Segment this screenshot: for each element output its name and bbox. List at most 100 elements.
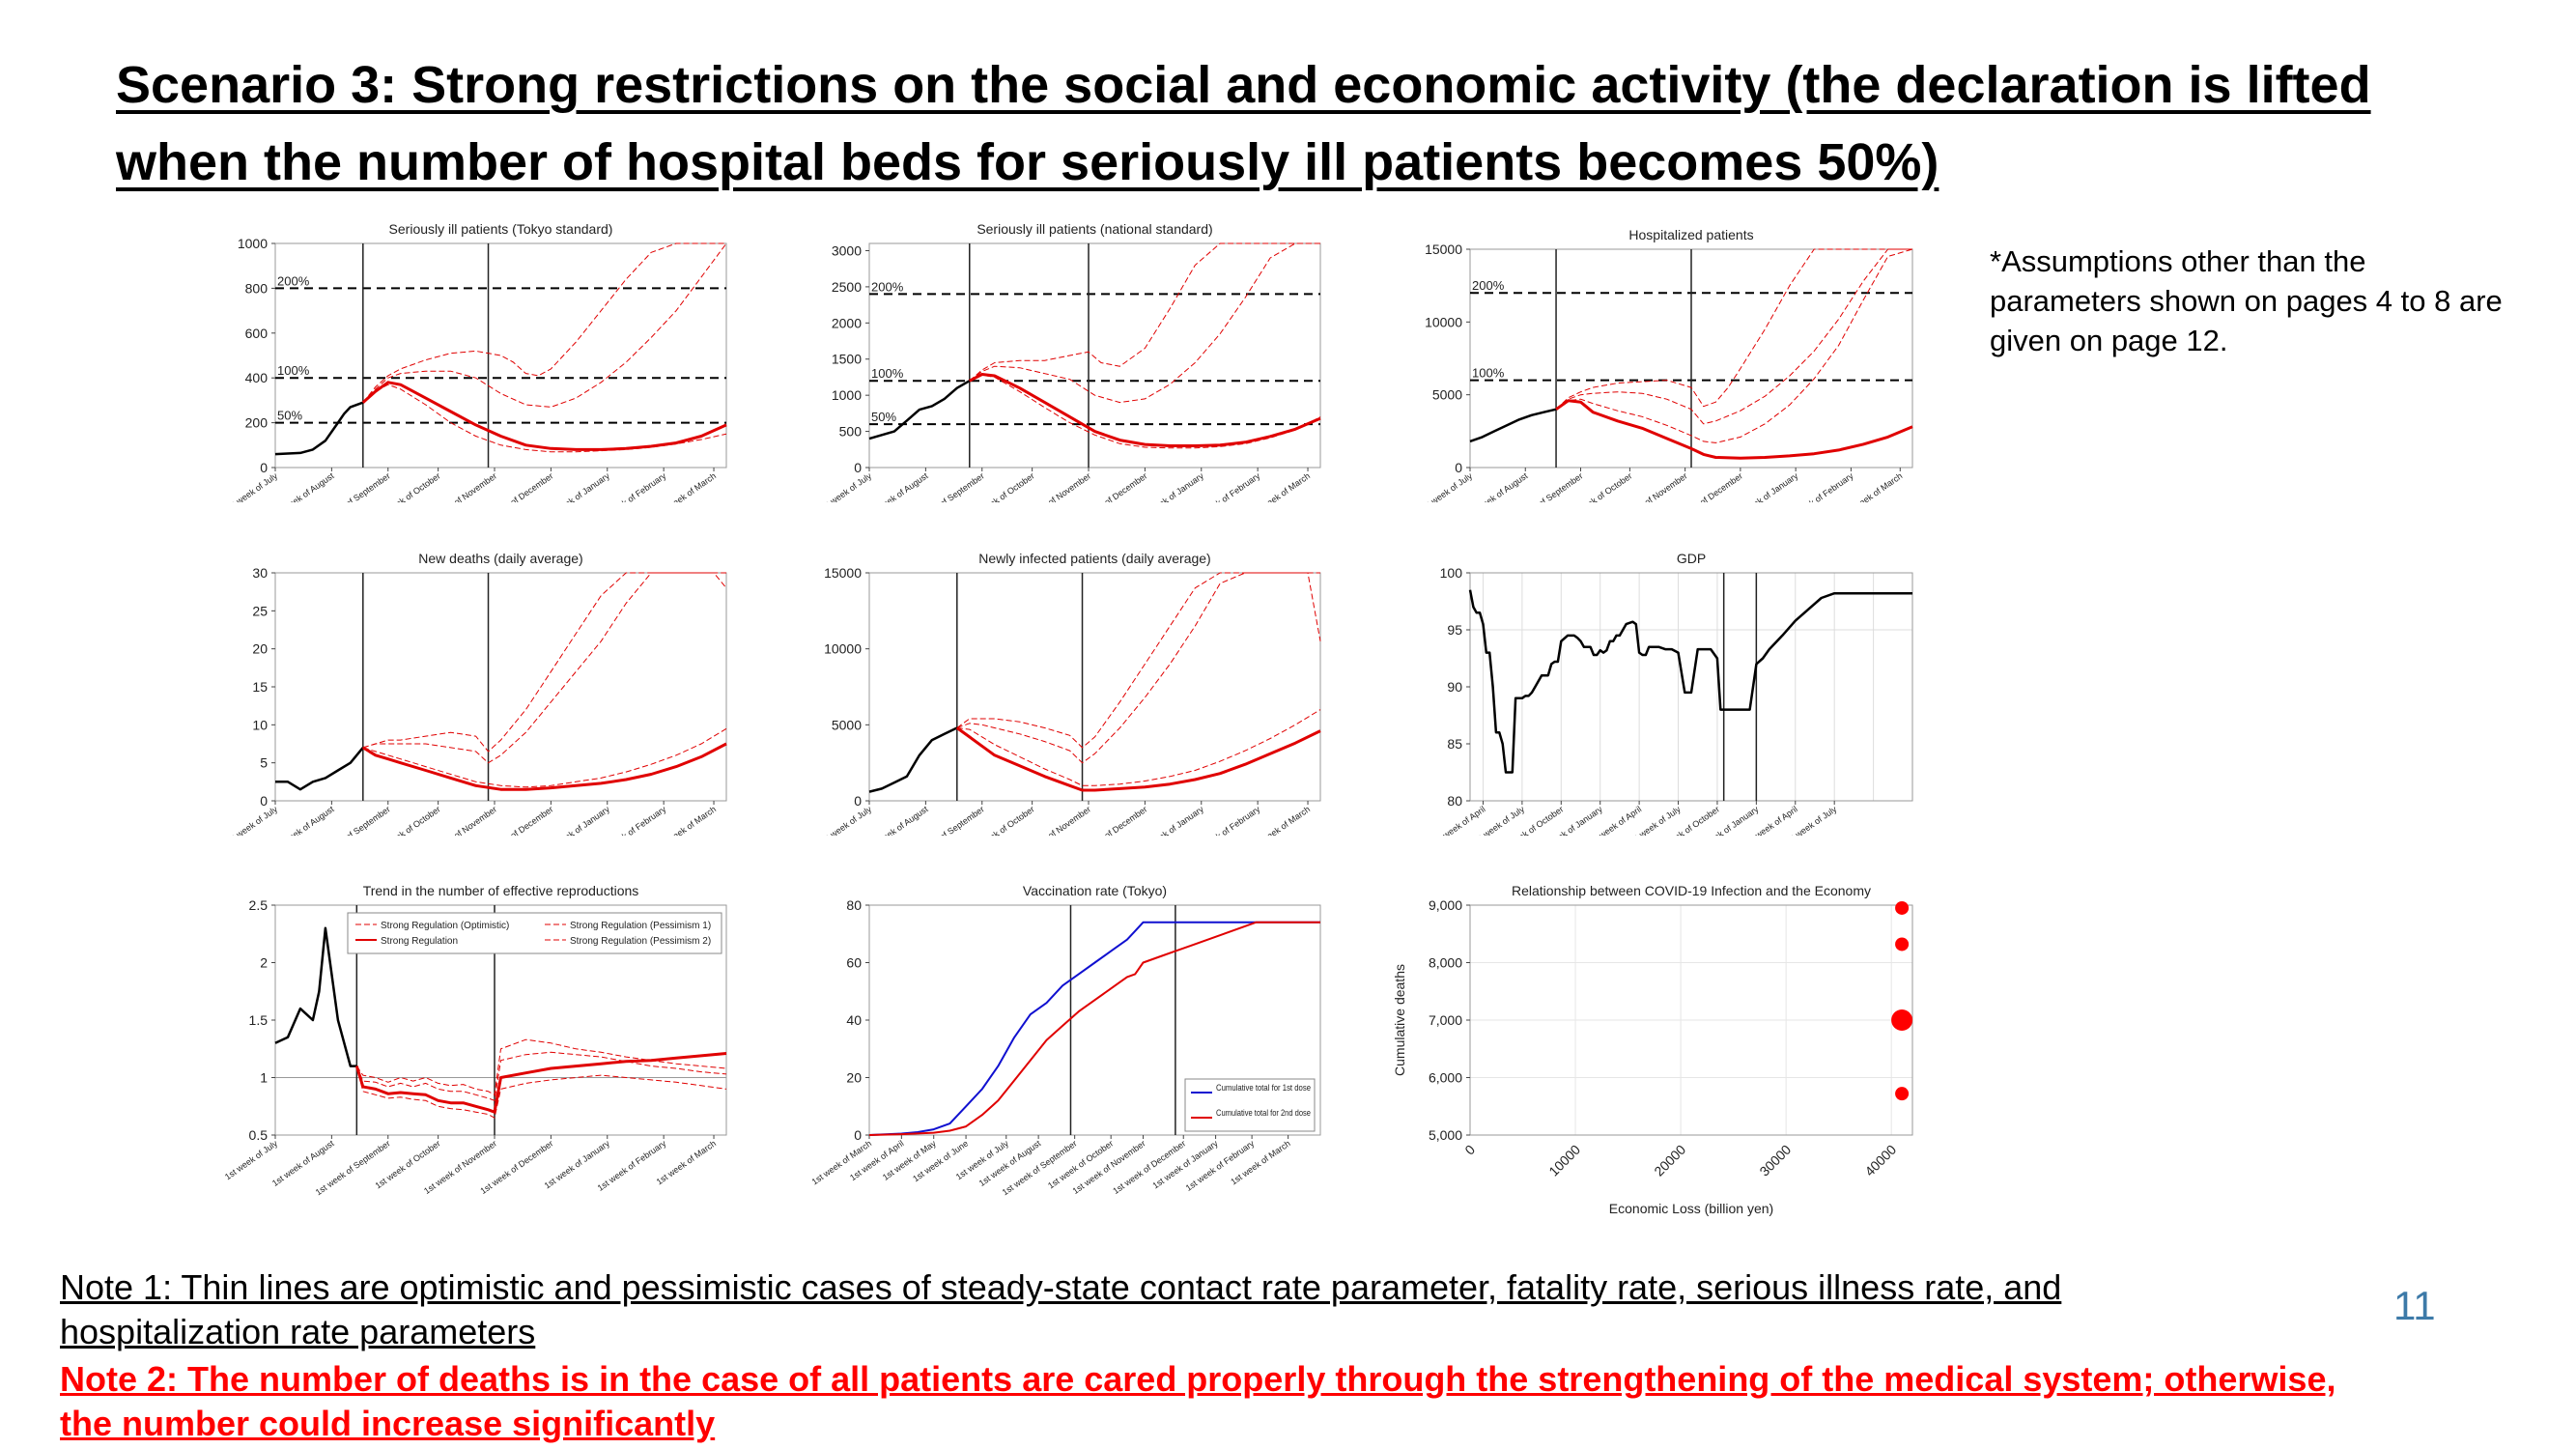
x-tick-label: 1st week of March: [1229, 1138, 1292, 1186]
chart-title: Relationship between COVID-19 Infection …: [1512, 883, 1871, 898]
y-tick-label: 1000: [238, 236, 268, 251]
y-tick-label: 30: [252, 565, 268, 581]
capacity-label: 200%: [1472, 278, 1505, 293]
y-tick-label: 0.5: [249, 1127, 269, 1143]
chart-svg: New deaths (daily average) 0 5 10 15 20 25 30 1s…: [223, 551, 727, 863]
series-line-history: [868, 380, 971, 440]
series-line-history: [274, 401, 364, 456]
y-tick-label: 80: [1447, 793, 1462, 809]
y-tick-label: 40: [846, 1012, 862, 1028]
plot-frame: [274, 242, 727, 469]
y-tick-label: 20: [846, 1070, 862, 1086]
x-tick-label: 1st week of April: [1430, 804, 1486, 836]
y-tick-label: 10000: [1425, 314, 1462, 329]
series-line-thin: [956, 572, 1321, 749]
x-tick-label: 0: [1461, 1142, 1478, 1158]
x-tick-label: 1st week of August: [864, 804, 930, 836]
series-line-thin: [362, 242, 727, 408]
y-tick-label: 2500: [832, 279, 862, 295]
x-tick-label: 1st week of July: [223, 1138, 280, 1181]
capacity-label: 200%: [277, 273, 310, 288]
capacity-label: 50%: [871, 410, 896, 424]
chart-title: Seriously ill patients (Tokyo standard): [389, 221, 613, 237]
series-line-first_dose: [868, 921, 1320, 1136]
series-line-thin: [956, 709, 1321, 786]
series-line-thin: [362, 572, 726, 764]
capacity-label: 50%: [277, 409, 302, 423]
y-tick-label: 3000: [832, 242, 862, 258]
series-line-strong: [361, 381, 727, 451]
legend-label: Strong Regulation (Pessimism 1): [570, 921, 711, 931]
chart-gdp: GDP 80 85 90 95 100 1st week of April 1st week …: [1372, 546, 1932, 857]
series-line-thin: [362, 727, 727, 788]
data-point: [1895, 1087, 1910, 1101]
y-tick-label: 5,000: [1429, 1127, 1462, 1143]
chart-title: GDP: [1677, 551, 1706, 566]
series-line-strong: [868, 921, 1320, 1136]
chart-svg: Seriously ill patients (national standar…: [817, 221, 1321, 529]
series-line-thin: [1555, 248, 1912, 425]
x-tick-label: 40000: [1861, 1142, 1899, 1179]
x-tick-label: 1st week of January: [1137, 804, 1206, 836]
chart-new-deaths: New deaths (daily average) 0 5 10 15 20 25 30 1s…: [184, 546, 744, 863]
series-line-history: [1468, 589, 1912, 774]
x-tick-label: 1st week of January: [1137, 470, 1206, 502]
plot-frame: [868, 572, 1321, 802]
y-tick-label: 0: [854, 460, 862, 475]
y-tick-label: 100: [1440, 565, 1463, 581]
y-tick-label: 0: [1455, 460, 1462, 475]
page-title: Scenario 3: Strong restrictions on the s…: [116, 56, 2371, 191]
y-tick-label: 20: [252, 641, 268, 657]
x-tick-label: 30000: [1756, 1142, 1794, 1179]
y-tick-label: 1500: [832, 352, 862, 367]
series-line-history: [274, 926, 357, 1067]
capacity-label: 100%: [277, 363, 310, 378]
x-tick-label: 1st week of July: [1418, 470, 1475, 502]
y-tick-label: 0: [854, 793, 862, 809]
plot-frame: [868, 242, 1321, 469]
x-tick-label: 1st week of January: [543, 470, 612, 502]
y-tick-label: 95: [1447, 622, 1462, 638]
series-line-thin: [956, 572, 1320, 764]
series-line-thin: [969, 242, 1320, 382]
y-tick-label: 90: [1447, 679, 1462, 695]
x-tick-label: 1st week of January: [543, 804, 612, 836]
legend-label: Cumulative total for 2nd dose: [1216, 1108, 1311, 1118]
legend-box: [1184, 1078, 1316, 1132]
x-tick-label: 1st week of August: [977, 1138, 1043, 1188]
chart-hospitalized: Hospitalized patients 0 5000 10000 15000 1st …: [1372, 213, 1932, 529]
y-tick-label: 1000: [832, 387, 862, 403]
legend-label: Cumulative total for 1st dose: [1216, 1083, 1311, 1093]
series-line-strong: [362, 742, 727, 791]
series-line-thin: [362, 242, 726, 404]
x-tick-label: 1st week of July: [223, 804, 280, 836]
y-tick-label: 200: [245, 415, 269, 431]
x-tick-label: 1st week of August: [270, 804, 336, 836]
series-line-history: [868, 726, 958, 793]
chart-svg: Trend in the number of effective reprodu…: [223, 883, 727, 1197]
y-tick-label: 10: [252, 717, 268, 732]
y-tick-label: 15000: [824, 565, 862, 581]
series-line-thin: [355, 1065, 727, 1119]
y-tick-label: 800: [245, 280, 269, 296]
y-tick-label: 0: [260, 793, 268, 809]
y-tick-label: 6,000: [1429, 1070, 1462, 1086]
series-line-thin: [969, 242, 1320, 404]
series-line-strong: [354, 1052, 727, 1114]
x-tick-label: 1st week of August: [864, 470, 930, 502]
y-tick-label: 5000: [832, 717, 862, 732]
chart-title: Newly infected patients (daily average): [978, 551, 1210, 566]
series-line-strong: [955, 726, 1321, 792]
chart-serious-national: Seriously ill patients (national standar…: [778, 213, 1338, 529]
chart-svg: Newly infected patients (daily average) 0…: [817, 551, 1321, 863]
capacity-label: 200%: [871, 279, 904, 294]
y-tick-label: 0: [854, 1127, 862, 1143]
series-line-history: [275, 747, 364, 791]
y-tick-label: 80: [846, 897, 862, 913]
series-line-thin: [969, 374, 1321, 449]
chart-effective-reproduction: Trend in the number of effective reprodu…: [184, 879, 744, 1217]
x-tick-label: 1st week of August: [1464, 470, 1530, 502]
chart-title: Hospitalized patients: [1628, 227, 1753, 242]
x-axis-label: Economic Loss (billion yen): [1609, 1201, 1773, 1216]
